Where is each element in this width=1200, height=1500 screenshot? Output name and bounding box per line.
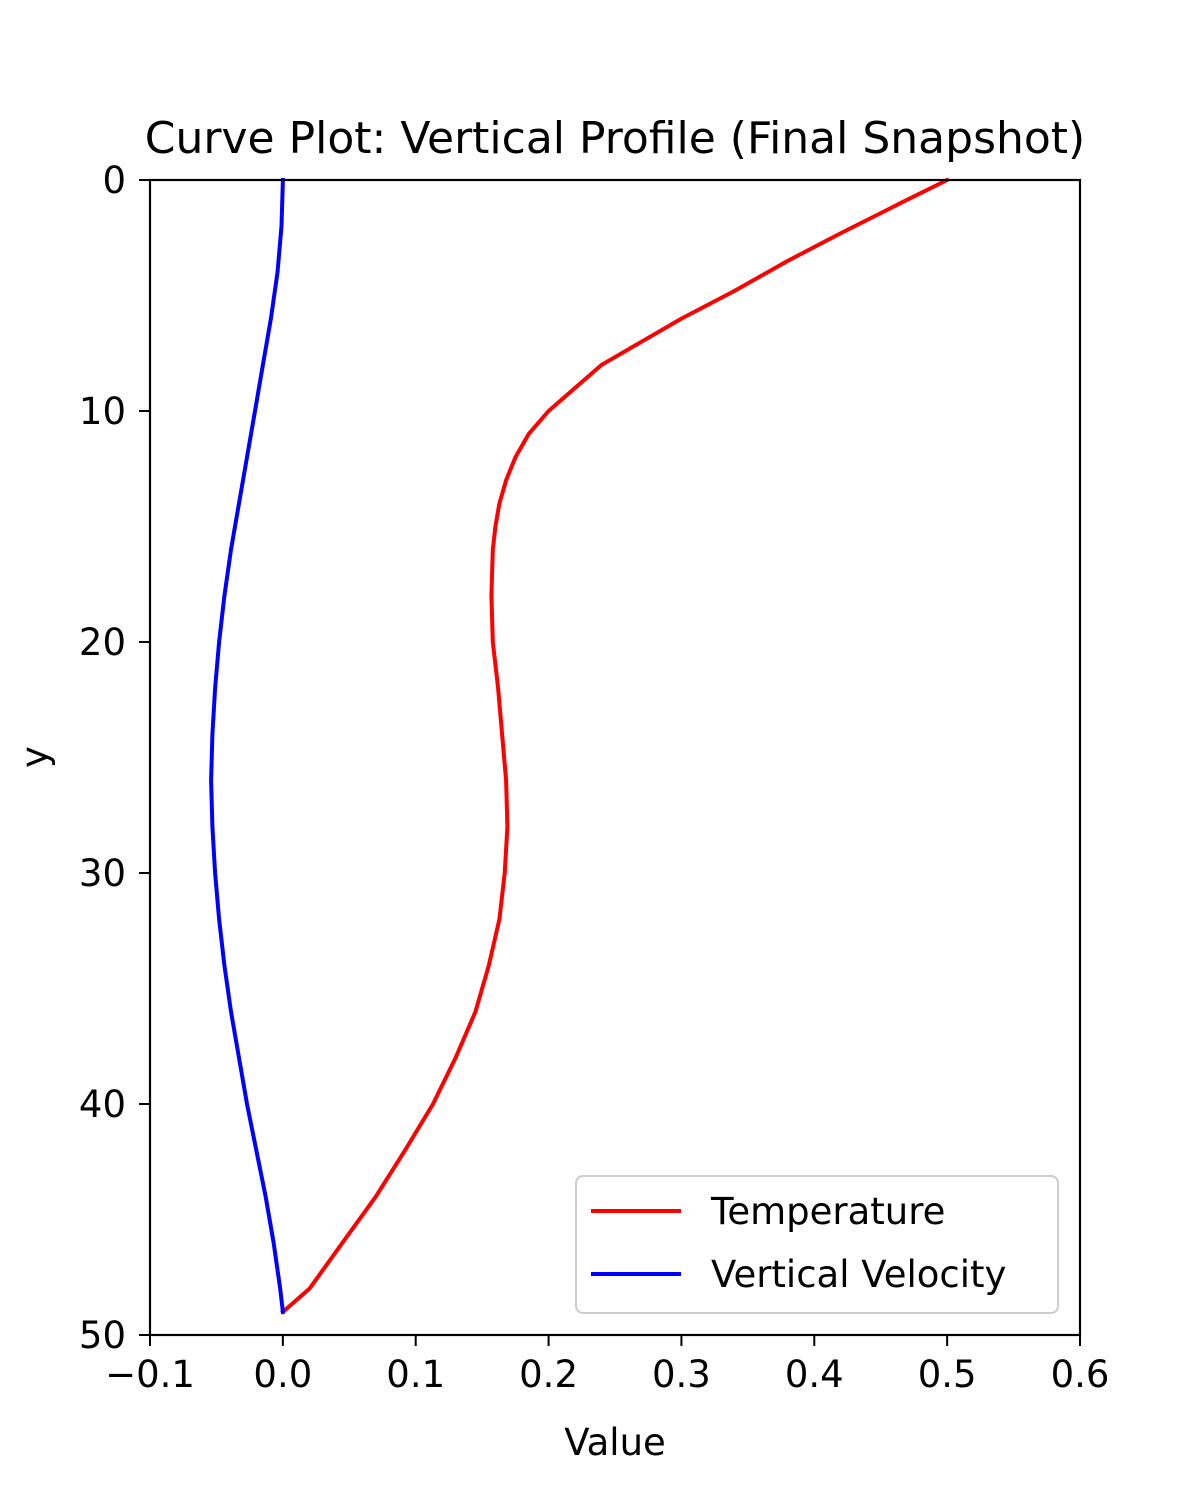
- y-tick-label: 0: [102, 159, 126, 202]
- x-tick-label: −0.1: [105, 1353, 195, 1396]
- legend-label-temperature: Temperature: [710, 1190, 945, 1233]
- x-tick-label: 0.0: [253, 1353, 312, 1396]
- y-tick-label: 10: [79, 390, 126, 433]
- x-tick-label: 0.4: [785, 1353, 844, 1396]
- chart-title: Curve Plot: Vertical Profile (Final Snap…: [145, 113, 1085, 164]
- x-axis: −0.1 0.0 0.1 0.2 0.3 0.4 0.5 0.6: [105, 1335, 1109, 1396]
- series-line-vertical-velocity: [209, 177, 286, 1315]
- y-tick-label: 20: [79, 621, 126, 664]
- y-tick-label: 40: [79, 1083, 126, 1126]
- x-axis-label: Value: [564, 1421, 666, 1464]
- series-line-temperature: [280, 177, 950, 1315]
- x-tick-label: 0.1: [386, 1353, 445, 1396]
- x-tick-label: 0.5: [918, 1353, 977, 1396]
- plot-background: [150, 180, 1080, 1335]
- y-tick-label: 50: [79, 1314, 126, 1357]
- x-tick-label: 0.6: [1051, 1353, 1110, 1396]
- plot-area: [148, 177, 1082, 1337]
- legend-label-vertical-velocity: Vertical Velocity: [711, 1253, 1006, 1296]
- plot-frame: [148, 178, 1082, 1337]
- y-axis: 0 10 20 30 40 50: [79, 159, 150, 1357]
- x-tick-label: 0.3: [652, 1353, 711, 1396]
- y-tick-label: 30: [79, 852, 126, 895]
- series-layer: [209, 177, 950, 1315]
- legend: Temperature Vertical Velocity: [575, 1175, 1059, 1314]
- y-axis-label: y: [13, 746, 56, 768]
- x-tick-label: 0.2: [519, 1353, 578, 1396]
- legend-box: [575, 1175, 1059, 1314]
